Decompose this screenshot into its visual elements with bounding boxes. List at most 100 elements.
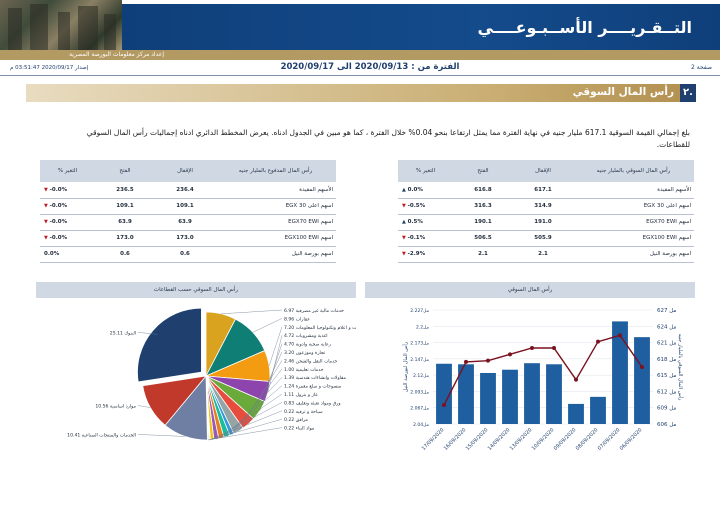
y-right-axis-label: رأس المال السوقي بالمليار جنيه: [677, 334, 684, 402]
y-right-tick-label: 624 مل: [657, 324, 676, 330]
market-open: 2.1: [453, 246, 513, 263]
market-open: 190.1: [453, 214, 513, 231]
paid-close: 109.1: [155, 198, 215, 215]
paid-open: 0.6: [95, 246, 155, 263]
market-cap-table: % التغير الفتح الإقفال رأس المال السوقي بال…: [398, 160, 694, 263]
market-close: 505.9: [513, 230, 573, 247]
page-number: صفحة 2: [691, 64, 712, 71]
table-row: ▲ 0.5% 190.1 191.0 اسهم EGX70 EWI: [398, 214, 694, 231]
paid-name: الأسهم المقيدة: [215, 182, 336, 199]
intro-paragraph: بلغ إجمالي القيمة السوقية 617.1 مليار جن…: [86, 128, 690, 149]
section-bar: [26, 84, 696, 102]
y-left-tick-label: 2.227مل: [410, 308, 429, 314]
pie-label: 3.20 تجارة وموزعون: [284, 350, 326, 356]
market-close: 617.1: [513, 182, 573, 199]
market-header-1: الإقفال: [513, 160, 573, 182]
y-left-tick-label: 2.12مل: [413, 373, 429, 379]
bar: [458, 364, 474, 424]
down-arrow-icon: ▼: [402, 235, 408, 241]
down-arrow-icon: ▼: [44, 235, 50, 241]
market-open: 506.5: [453, 230, 513, 247]
paid-header-0: رأس المال المدفوع بالمليار جنيه: [215, 160, 336, 182]
paid-open: 109.1: [95, 198, 155, 215]
y-left-axis-label: رأس المال لبورصة النيل: [402, 341, 409, 392]
issue-date: إصدار 2020/09/17 03:51:47 م: [10, 65, 89, 71]
market-change: ▼ -0.1%: [398, 230, 453, 247]
prepared-by-label: إعداد مركز معلومات البورصة المصرية: [69, 51, 164, 58]
up-arrow-icon: ▲: [402, 186, 408, 193]
market-change: ▲ 0.5%: [398, 214, 453, 231]
y-right-tick-label: 621 مل: [657, 341, 676, 347]
leader-line: [137, 405, 151, 408]
pie-label: 4.70 رعاية صحية وادوية: [284, 342, 331, 348]
pie-label: 7.20 اتصالات و اعلام وتكنولوجيا المعلوما…: [284, 325, 356, 331]
paid-change: ▼ -0.0%: [40, 230, 95, 247]
leader-line: [268, 326, 283, 366]
bar: [634, 337, 650, 424]
market-change: ▲ 0.0%: [398, 182, 453, 199]
leader-line: [207, 427, 283, 441]
pie-label: 6.97 خدمات مالية غير مصرفية: [284, 308, 344, 314]
leader-line: [231, 368, 283, 435]
down-arrow-icon: ▼: [402, 203, 408, 209]
line-point: [486, 358, 490, 363]
header-gold-bar: [0, 50, 720, 60]
leader-line: [259, 343, 283, 411]
down-arrow-icon: ▼: [402, 251, 408, 257]
paid-close: 63.9: [155, 214, 215, 231]
market-open: 316.3: [453, 198, 513, 215]
paid-change: 0.0%: [40, 246, 95, 263]
down-arrow-icon: ▼: [44, 186, 50, 193]
table-row: ▼ -0.0% 173.0 173.0 اسهم EGX100 EWI: [40, 230, 336, 247]
y-right-tick-label: 606 مل: [657, 422, 676, 428]
leader-line: [226, 377, 283, 437]
paid-header-3: % التغير: [40, 160, 95, 182]
pie-label: 10.41 الخدمات والمنتجات الصناعية: [67, 432, 136, 438]
pie-label: 1.24 منسوجات و سلع معمرة: [284, 384, 342, 390]
y-right-tick-label: 627 مل: [657, 308, 676, 314]
report-title: التــقـريــــر الأســبـوعــــي: [477, 18, 692, 37]
market-name: اسهم EGX70 EWI: [573, 214, 694, 231]
y-left-tick-label: 2.2مل: [416, 324, 430, 330]
leader-line: [267, 335, 283, 392]
pie-chart-title: رأس المال السوقي حسب القطاعات: [36, 282, 356, 298]
market-name: اسهم اعلى 30 EGX: [573, 198, 694, 215]
pie-label: 1.00 خدمات تعليمية: [284, 367, 324, 373]
pie-slice: [142, 375, 207, 426]
market-change: ▼ -0.5%: [398, 198, 453, 215]
market-change: ▼ -2.9%: [398, 246, 453, 263]
line-series: [443, 334, 643, 406]
bar: [612, 321, 628, 424]
market-header-0: رأس المال السوقي بالمليار جنيه: [573, 160, 694, 182]
y-right-tick-label: 609 مل: [657, 406, 676, 412]
leader-line: [137, 332, 158, 335]
table-row: ▲ 0.0% 616.8 617.1 الأسهم المقيدة: [398, 182, 694, 199]
bar: [568, 403, 584, 424]
leader-line: [252, 318, 283, 333]
market-name: الأسهم المقيدة: [573, 182, 694, 199]
y-right-tick-label: 618 مل: [657, 357, 676, 363]
line-point: [596, 339, 600, 344]
paid-close: 173.0: [155, 230, 215, 247]
pie-label: 1.11 غاز و بترول: [284, 392, 318, 398]
bar: [524, 363, 540, 424]
section-title: رأس المال السوقي: [572, 86, 674, 98]
market-open: 616.8: [453, 182, 513, 199]
up-arrow-icon: ▲: [402, 219, 408, 225]
paid-open: 236.5: [95, 182, 155, 199]
line-point: [640, 365, 644, 369]
line-point: [574, 377, 578, 382]
line-point: [530, 346, 534, 350]
paid-change: ▼ -0.0%: [40, 214, 95, 231]
bar: [480, 372, 496, 424]
line-point: [552, 346, 556, 350]
bar-chart-title: رأس المال السوقي: [365, 282, 695, 298]
market-close: 314.9: [513, 198, 573, 215]
paid-close: 0.6: [155, 246, 215, 263]
y-left-tick-label: 2.067مل: [410, 406, 429, 412]
pie-label: 2.46 خدمات النقل والشحن: [284, 358, 338, 364]
market-header-2: الفتح: [453, 160, 513, 182]
line-point: [464, 359, 468, 364]
paid-change: ▼ -0.0%: [40, 182, 95, 199]
down-arrow-icon: ▼: [44, 203, 50, 209]
